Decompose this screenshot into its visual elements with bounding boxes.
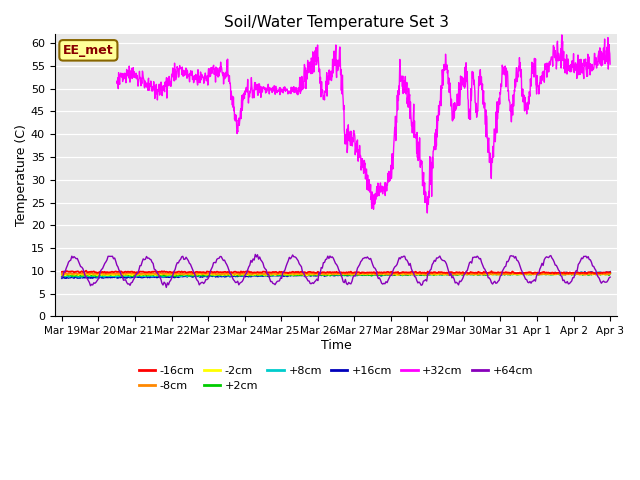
Y-axis label: Temperature (C): Temperature (C) bbox=[15, 124, 28, 226]
Text: EE_met: EE_met bbox=[63, 44, 114, 57]
Legend: -16cm, -8cm, -2cm, +2cm, +8cm, +16cm, +32cm, +64cm: -16cm, -8cm, -2cm, +2cm, +8cm, +16cm, +3… bbox=[134, 361, 538, 396]
X-axis label: Time: Time bbox=[321, 339, 351, 352]
Title: Soil/Water Temperature Set 3: Soil/Water Temperature Set 3 bbox=[223, 15, 449, 30]
